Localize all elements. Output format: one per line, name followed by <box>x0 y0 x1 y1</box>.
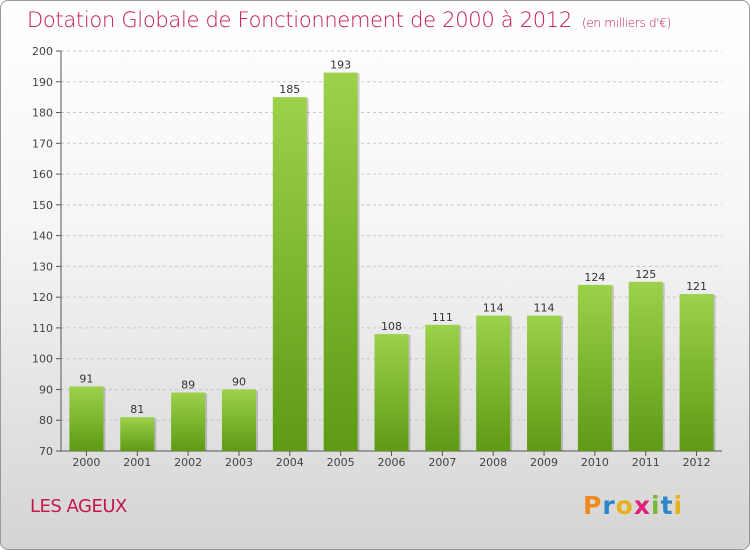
bar <box>272 97 307 452</box>
value-label: 124 <box>584 271 605 284</box>
bar <box>323 72 358 452</box>
bar <box>425 324 460 451</box>
x-tick-label: 2006 <box>378 456 406 469</box>
bars <box>69 72 716 452</box>
bar <box>527 315 562 451</box>
value-label: 121 <box>686 280 707 293</box>
bar <box>679 294 714 451</box>
logo-letter: o <box>615 491 634 520</box>
x-tick-label: 2000 <box>72 456 100 469</box>
x-tick-label: 2001 <box>123 456 151 469</box>
y-tick-label: 80 <box>39 414 53 427</box>
x-tick-label: 2004 <box>276 456 304 469</box>
y-tick-label: 140 <box>32 230 53 243</box>
chart-title: Dotation Globale de Fonctionnement de 20… <box>27 8 671 32</box>
y-tick-label: 120 <box>32 291 53 304</box>
x-tick-label: 2002 <box>174 456 202 469</box>
logo-letter: r <box>602 491 616 520</box>
labels: 7080901001101201301401501601701801902009… <box>32 45 711 469</box>
y-tick-label: 150 <box>32 199 53 212</box>
bar <box>221 389 256 451</box>
value-label: 91 <box>79 372 93 385</box>
bar <box>120 417 155 451</box>
y-tick-label: 170 <box>32 137 53 150</box>
value-label: 111 <box>432 311 453 324</box>
x-tick-label: 2010 <box>581 456 609 469</box>
value-label: 89 <box>181 379 195 392</box>
bar <box>577 284 612 451</box>
value-label: 81 <box>130 403 144 416</box>
y-tick-label: 70 <box>39 445 53 458</box>
x-tick-label: 2008 <box>479 456 507 469</box>
x-tick-label: 2003 <box>225 456 253 469</box>
x-tick-label: 2012 <box>683 456 711 469</box>
y-tick-label: 160 <box>32 168 53 181</box>
y-tick-label: 200 <box>32 45 53 58</box>
bar <box>69 386 104 451</box>
value-label: 108 <box>381 320 402 333</box>
bar <box>171 392 206 451</box>
bar <box>476 315 511 451</box>
y-tick-label: 90 <box>39 383 53 396</box>
y-tick-label: 180 <box>32 107 53 120</box>
bar <box>628 281 663 451</box>
chart-title-text: Dotation Globale de Fonctionnement de 20… <box>27 8 572 32</box>
logo-letter: t <box>660 491 674 520</box>
value-label: 90 <box>232 375 246 388</box>
x-tick-label: 2011 <box>632 456 660 469</box>
y-tick-label: 190 <box>32 76 53 89</box>
logo-letter: i <box>673 491 684 520</box>
x-tick-label: 2009 <box>530 456 558 469</box>
bar <box>374 334 409 451</box>
x-tick-label: 2005 <box>327 456 355 469</box>
value-label: 114 <box>483 302 504 315</box>
proxiti-logo[interactable]: Proxiti <box>583 491 693 523</box>
y-tick-label: 110 <box>32 322 53 335</box>
value-label: 185 <box>279 83 300 96</box>
value-label: 125 <box>635 268 656 281</box>
logo-letter: P <box>583 491 603 520</box>
y-tick-label: 130 <box>32 260 53 273</box>
logo-letter: x <box>633 491 651 520</box>
value-label: 193 <box>330 59 351 72</box>
commune-name: LES AGEUX <box>30 496 127 517</box>
y-tick-label: 100 <box>32 353 53 366</box>
value-label: 114 <box>534 302 555 315</box>
logo-letter: i <box>651 491 661 520</box>
chart-unit: (en milliers d'€) <box>581 16 671 30</box>
x-tick-label: 2007 <box>428 456 456 469</box>
